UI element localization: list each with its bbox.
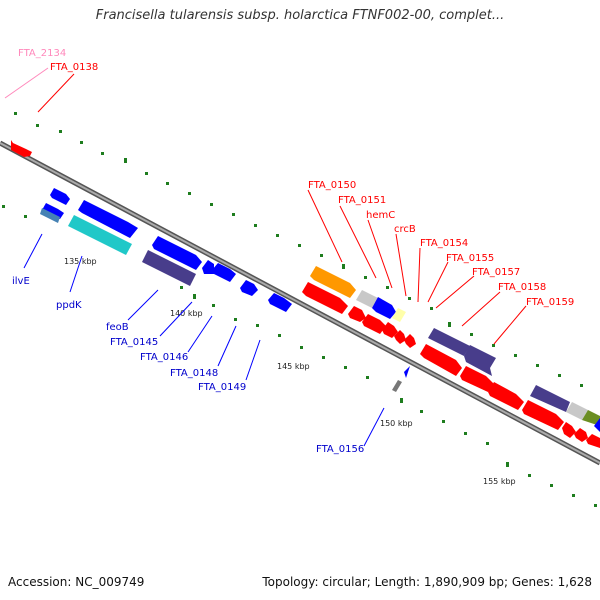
gene-ppdK[interactable] — [68, 215, 132, 255]
gene-ilvE-b[interactable] — [42, 203, 64, 219]
tick-label-150: 150 kbp — [380, 419, 413, 428]
gene-crcB[interactable] — [392, 308, 406, 322]
gene-FTA_0158[interactable] — [566, 402, 588, 420]
gene-red-2[interactable] — [348, 306, 366, 322]
label-FTA_0146[interactable]: FTA_0146 — [140, 352, 188, 363]
label-FTA_2134[interactable]: FTA_2134 — [18, 48, 66, 59]
gene-FTA_0151[interactable] — [356, 290, 378, 308]
label-ilvE[interactable]: ilvE — [12, 276, 30, 287]
label-FTA_0151[interactable]: FTA_0151 — [338, 195, 386, 206]
label-FTA_0158[interactable]: FTA_0158 — [498, 282, 546, 293]
accession: Accession: NC_009749 — [8, 575, 145, 589]
gene-FTA_0150[interactable] — [310, 266, 356, 298]
gene-FTA_0159b[interactable] — [594, 418, 600, 432]
gene-red-12[interactable] — [574, 428, 588, 442]
gene-red-3[interactable] — [362, 314, 386, 334]
gene-ppdK-upper[interactable] — [78, 200, 138, 238]
gene-hemC[interactable] — [372, 297, 396, 319]
label-hemC[interactable]: hemC — [366, 210, 395, 221]
label-FTA_0157[interactable]: FTA_0157 — [472, 267, 520, 278]
label-FTA_0154[interactable]: FTA_0154 — [420, 238, 468, 249]
gene-red-4[interactable] — [382, 322, 398, 338]
gene-FTA_0146[interactable] — [212, 263, 236, 282]
gene-red-11[interactable] — [562, 422, 576, 438]
tick-label-140: 140 kbp — [170, 309, 203, 318]
gene-FTA_0156[interactable] — [404, 366, 410, 378]
genome-summary: Topology: circular; Length: 1,890,909 bp… — [262, 575, 592, 589]
gene-ilvE-a[interactable] — [50, 188, 70, 205]
gene-red-9[interactable] — [488, 382, 524, 410]
gene-feoB[interactable] — [142, 250, 196, 286]
genes-lower — [40, 188, 600, 448]
gene-FTA_0138[interactable] — [11, 140, 32, 157]
label-feoB[interactable]: feoB — [106, 322, 129, 333]
gene-red-7[interactable] — [420, 344, 462, 376]
gene-FTA_0155[interactable] — [464, 345, 496, 376]
gene-red-10[interactable] — [522, 400, 564, 430]
gene-red-5[interactable] — [394, 330, 406, 344]
label-FTA_0150[interactable]: FTA_0150 — [308, 180, 356, 191]
gene-ilvE[interactable] — [40, 208, 60, 223]
gene-FTA_0149[interactable] — [268, 293, 292, 312]
label-FTA_0149[interactable]: FTA_0149 — [198, 382, 246, 393]
gene-red-6[interactable] — [404, 334, 416, 348]
genes-upper — [11, 140, 600, 432]
tick-row-upper — [14, 112, 583, 387]
tick-row-lower — [2, 205, 597, 507]
label-ppdK[interactable]: ppdK — [56, 300, 82, 311]
gene-labels: FTA_2134 FTA_0138 ilvE ppdK feoB FTA_014… — [12, 48, 574, 455]
gene-FTA_0154[interactable] — [428, 328, 470, 356]
gene-feoB-upper[interactable] — [152, 236, 202, 270]
label-FTA_0145[interactable]: FTA_0145 — [110, 337, 158, 348]
callout-lines — [4, 67, 527, 447]
tick-label-155: 155 kbp — [483, 477, 516, 486]
gene-red-13[interactable] — [586, 434, 600, 448]
gene-FTA_0148[interactable] — [240, 280, 258, 296]
gene-FTA_0157[interactable] — [530, 385, 570, 412]
label-FTA_0156[interactable]: FTA_0156 — [316, 444, 364, 455]
label-FTA_0138[interactable]: FTA_0138 — [50, 62, 98, 73]
gene-FTA_0156-gray[interactable] — [392, 380, 402, 392]
label-FTA_0155[interactable]: FTA_0155 — [446, 253, 494, 264]
map-title: Francisella tularensis subsp. holarctica… — [95, 8, 505, 23]
label-FTA_0148[interactable]: FTA_0148 — [170, 368, 218, 379]
gene-red-8[interactable] — [460, 366, 494, 392]
label-crcB[interactable]: crcB — [394, 224, 416, 235]
gene-red-1[interactable] — [302, 282, 348, 314]
gene-FTA_0145[interactable] — [202, 260, 214, 274]
tick-label-145: 145 kbp — [277, 362, 310, 371]
backbone — [0, 140, 600, 466]
gene-FTA_0159[interactable] — [582, 410, 600, 426]
label-FTA_0159[interactable]: FTA_0159 — [526, 297, 574, 308]
